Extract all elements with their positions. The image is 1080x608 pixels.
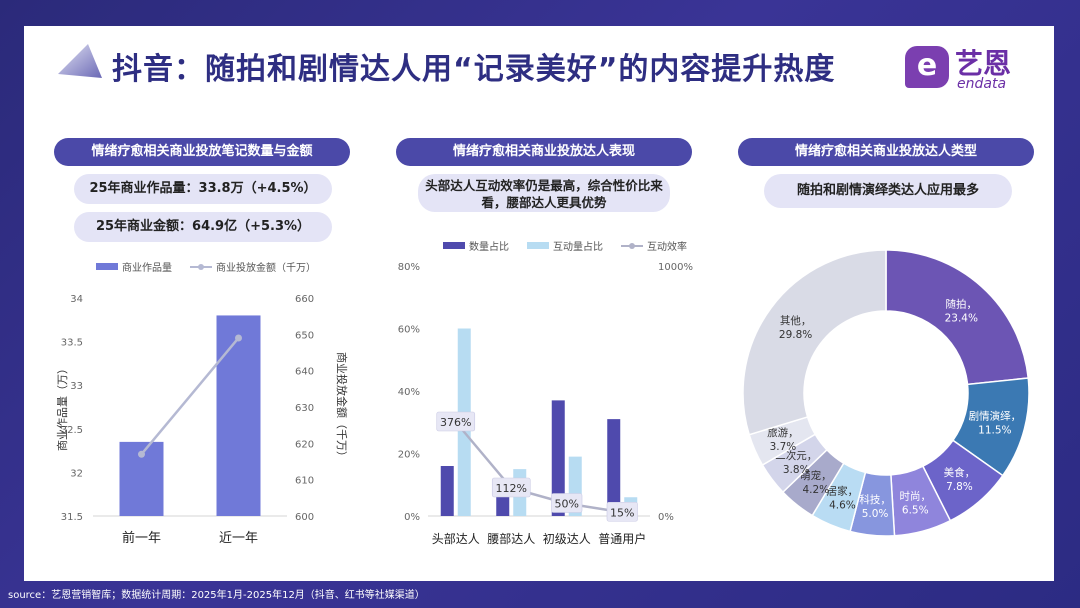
slice-name-label: 随拍， xyxy=(946,297,978,310)
efficiency-label-box xyxy=(551,493,583,513)
influencer-type-donut-chart: 随拍， 23.4% 剧情演绎， 11.5% 美食， 7.8% 时尚， 6.5% 科技， 5.0%居… xyxy=(742,249,1030,537)
y-axis-title-left: 商业作品量（万） xyxy=(55,363,69,451)
y-tick-label-right: 660 xyxy=(295,294,314,305)
slice-name-label: 萌宠， xyxy=(800,469,832,482)
x-category-label: 头部达人 xyxy=(432,531,480,546)
slice-value-label: 29.8% xyxy=(779,329,812,341)
donut-slice xyxy=(885,249,1030,386)
right-panel-note: 随拍和剧情演绎类达人应用最多 xyxy=(764,174,1012,208)
middle-chart-legend: 数量占比 互动量占比 互动效率 xyxy=(443,238,687,253)
slice-name-label: 剧情演绎， xyxy=(969,409,1022,422)
slice-value-label: 7.8% xyxy=(946,481,973,493)
legend-bar-swatch xyxy=(96,263,118,270)
legend-bar-label: 商业作品量 xyxy=(122,263,172,274)
slice-name-label: 美食， xyxy=(944,466,976,479)
y-tick-label-left: 33.5 xyxy=(61,338,83,349)
efficiency-data-label: 15% xyxy=(610,506,634,519)
x-category-label: 腰部达人 xyxy=(487,531,535,546)
logo-text-cn: 艺恩 xyxy=(955,47,1012,80)
source-footer: source：艺恩营销智库；数据统计周期：2025年1月-2025年12月（抖音… xyxy=(8,590,425,601)
y-tick-label-right: 0% xyxy=(658,512,674,523)
y-tick-label-left: 32 xyxy=(70,468,83,479)
middle-panel-heading: 情绪疗愈相关商业投放达人表现 xyxy=(396,138,692,166)
slice-value-label: 4.2% xyxy=(802,484,829,496)
y-tick-label-left: 32.5 xyxy=(61,425,83,436)
slice-value-label: 3.7% xyxy=(770,441,797,453)
endata-logo: e 艺恩 endata xyxy=(905,40,1035,96)
slice-name-label: 旅游， xyxy=(767,426,799,439)
slice-name-label: 居家， xyxy=(827,485,859,498)
slice-name-label: 其他， xyxy=(780,314,812,327)
y-tick-label-right: 640 xyxy=(295,367,314,378)
legend-count-swatch xyxy=(443,242,465,249)
stat-works-volume: 25年商业作品量：33.8万（+4.5%） xyxy=(74,174,332,204)
y-tick-label-left: 80% xyxy=(398,262,420,273)
title-triangle-icon xyxy=(58,44,102,78)
page-title: 抖音：随拍和剧情达人用“记录美好”的内容提升热度 xyxy=(112,52,836,87)
left-chart-legend: 商业作品量 商业投放金额（千万） xyxy=(96,259,316,274)
slice-value-label: 5.0% xyxy=(862,508,889,520)
efficiency-data-label: 50% xyxy=(555,498,579,511)
x-category-label: 近一年 xyxy=(219,531,258,546)
count-share-bar xyxy=(551,400,565,516)
logo-text-en: endata xyxy=(957,76,1007,92)
y-tick-label-left: 60% xyxy=(398,325,420,336)
slice-value-label: 3.8% xyxy=(783,464,810,476)
works-bar xyxy=(216,315,261,516)
logo-mark-icon: e xyxy=(905,46,949,88)
y-tick-label-right: 630 xyxy=(295,403,314,414)
slice-name-label: 科技， xyxy=(859,493,891,506)
y-tick-label-left: 31.5 xyxy=(61,512,83,523)
efficiency-label-box xyxy=(491,477,531,498)
slice-value-label: 23.4% xyxy=(945,312,978,324)
y-tick-label-right: 610 xyxy=(295,476,314,487)
stat-commercial-amount: 25年商业金额：64.9亿（+5.3%） xyxy=(74,212,332,242)
efficiency-line xyxy=(454,421,623,514)
x-category-label: 初级达人 xyxy=(543,532,591,546)
y-tick-label-right: 650 xyxy=(295,330,314,341)
y-tick-label-right: 1000% xyxy=(658,262,693,273)
right-panel-heading: 情绪疗愈相关商业投放达人类型 xyxy=(738,138,1034,166)
y-tick-label-right: 620 xyxy=(295,439,314,450)
amount-line xyxy=(140,337,240,456)
count-share-bar xyxy=(440,466,454,516)
efficiency-data-label: 376% xyxy=(440,416,471,429)
legend-efficiency-swatch xyxy=(621,242,643,249)
legend-count-label: 数量占比 xyxy=(469,242,509,253)
slice-value-label: 4.6% xyxy=(829,500,856,512)
y-tick-label-left: 34 xyxy=(70,294,83,305)
legend-line-label: 商业投放金额（千万） xyxy=(216,263,316,274)
influencer-performance-chart: 0% 20% 40% 60% 80% 0% 1000% 头部达人 腰部达人 初级达人 普通用户 376… xyxy=(398,262,693,546)
left-panel-heading: 情绪疗愈相关商业投放笔记数量与金额 xyxy=(54,138,350,166)
y-tick-label-left: 20% xyxy=(398,450,420,461)
count-share-bar xyxy=(607,419,621,516)
legend-interact-swatch xyxy=(527,242,549,249)
efficiency-label-box xyxy=(436,411,476,432)
y-tick-label-right: 600 xyxy=(295,512,314,523)
legend-line-swatch xyxy=(190,263,212,270)
x-category-label: 前一年 xyxy=(122,530,161,546)
y-tick-label-left: 0% xyxy=(404,512,420,523)
middle-panel-note: 头部达人互动效率仍是最高，综合性价比来看，腰部达人更具优势 xyxy=(418,174,670,212)
amount-point xyxy=(138,450,145,458)
x-category-label: 普通用户 xyxy=(598,531,646,546)
y-tick-label-left: 40% xyxy=(398,387,420,398)
slice-value-label: 11.5% xyxy=(978,424,1011,436)
amount-point xyxy=(235,334,242,342)
legend-interact-label: 互动量占比 xyxy=(553,242,603,253)
efficiency-label-box xyxy=(606,501,638,522)
y-axis-title-right: 商业投放金额（千万） xyxy=(335,352,349,462)
legend-efficiency-label: 互动效率 xyxy=(647,242,687,253)
donut-slice xyxy=(742,249,887,436)
works-amount-chart: 31.5 32 32.5 33 33.5 34 600 610 620 630 640 650 660 商… xyxy=(55,294,349,546)
slice-value-label: 6.5% xyxy=(902,505,929,517)
efficiency-data-label: 112% xyxy=(496,482,527,495)
slice-name-label: 时尚， xyxy=(900,490,932,503)
y-tick-label-left: 33 xyxy=(70,381,83,392)
